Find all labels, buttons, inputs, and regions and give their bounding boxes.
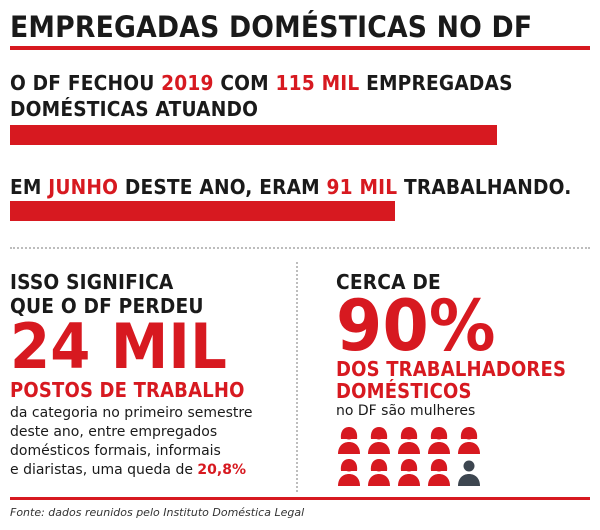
title-rule: [10, 46, 590, 50]
women-desc: no DF são mulheres: [336, 403, 476, 419]
vertical-separator: [296, 262, 298, 492]
woman-icon: [366, 458, 392, 486]
person-icon: [456, 458, 482, 486]
woman-icon: [426, 426, 452, 454]
page-title: EMPREGADAS DOMÉSTICAS NO DF: [10, 10, 533, 44]
women-subtitle-2: DOMÉSTICOS: [336, 379, 472, 403]
woman-icon: [396, 458, 422, 486]
loss-desc-4: e diaristas, uma queda de 20,8%: [10, 461, 246, 480]
stat-june-amount: 91 MIL: [326, 175, 398, 199]
stat-2019-year: 2019: [161, 71, 214, 95]
stat-2019-text-3: EMPREGADAS: [359, 71, 513, 95]
woman-icon: [396, 426, 422, 454]
loss-desc-4-text: e diaristas, uma queda de: [10, 462, 198, 478]
stat-2019-line: O DF FECHOU 2019 COM 115 MIL EMPREGADAS: [10, 71, 513, 95]
loss-desc-1: da categoria no primeiro semestre: [10, 405, 253, 421]
stat-june-text-3: TRABALHANDO.: [397, 175, 572, 199]
stat-june-month: JUNHO: [48, 175, 119, 199]
woman-icon: [336, 458, 362, 486]
stat-2019-text-2: COM: [213, 71, 276, 95]
horizontal-separator: [10, 247, 590, 249]
loss-subtitle: POSTOS DE TRABALHO: [10, 378, 245, 402]
stat-june-text-2: DESTE ANO, ERAM: [118, 175, 327, 199]
footer-rule: [10, 497, 590, 500]
loss-desc-2: deste ano, entre empregados: [10, 424, 218, 440]
loss-desc-3: domésticos formais, informais: [10, 443, 221, 459]
woman-icon: [366, 426, 392, 454]
loss-percentage: 20,8%: [197, 462, 246, 478]
woman-icon: [426, 458, 452, 486]
bar-2019: [10, 125, 497, 145]
stat-june-text-1: EM: [10, 175, 49, 199]
loss-lead-2: QUE O DF PERDEU: [10, 294, 204, 318]
stat-2019-line-2: DOMÉSTICAS ATUANDO: [10, 97, 259, 121]
woman-icon: [336, 426, 362, 454]
bar-june: [10, 201, 395, 221]
loss-lead-1: ISSO SIGNIFICA: [10, 270, 174, 294]
woman-icon: [456, 426, 482, 454]
source-note: Fonte: dados reunidos pelo Instituto Dom…: [10, 506, 305, 519]
loss-big-number: 24 MIL: [10, 310, 228, 383]
women-subtitle-1: DOS TRABALHADORES: [336, 357, 567, 381]
stat-june-line: EM JUNHO DESTE ANO, ERAM 91 MIL TRABALHA…: [10, 175, 571, 199]
women-lead: CERCA DE: [336, 270, 441, 294]
women-big-percentage: 90%: [336, 285, 496, 367]
stat-2019-amount: 115 MIL: [275, 71, 360, 95]
stat-2019-text-1: O DF FECHOU: [10, 71, 162, 95]
